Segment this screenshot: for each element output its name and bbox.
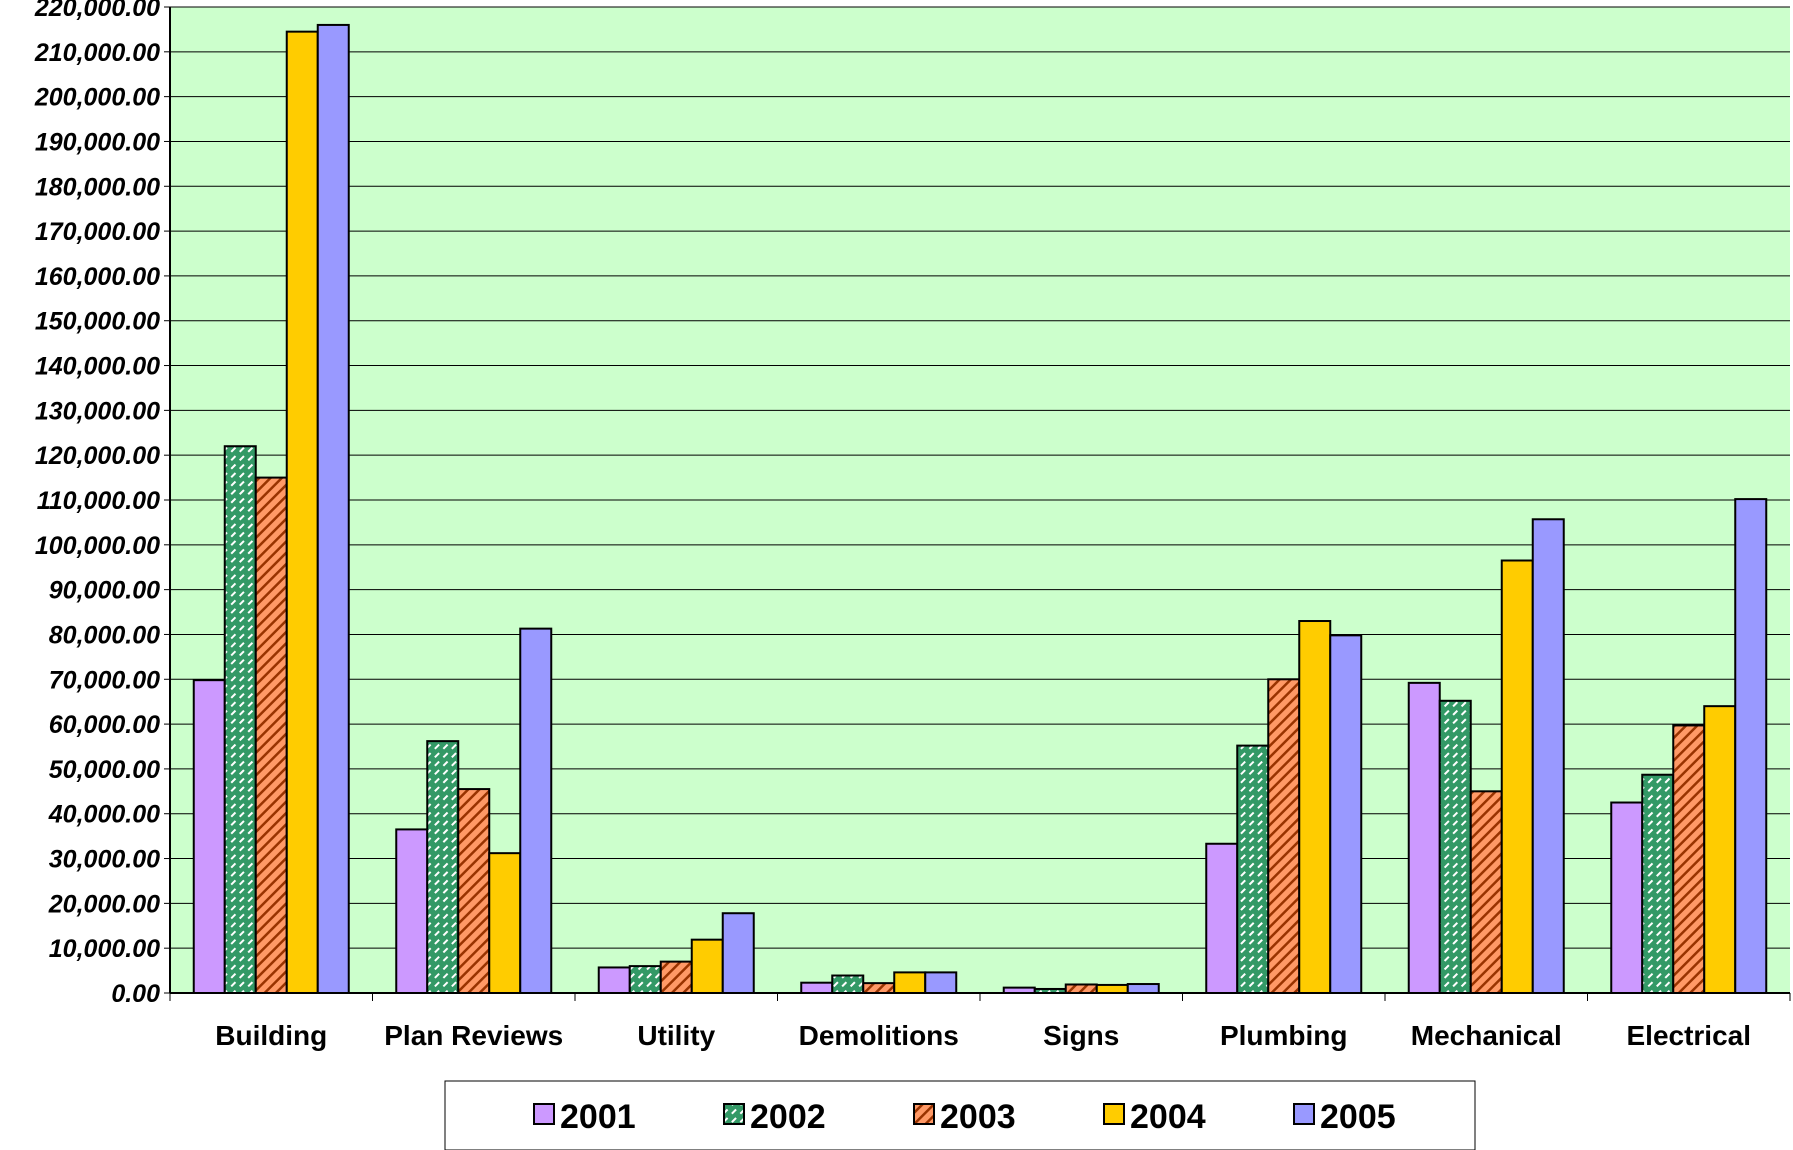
x-tick-label: Plumbing <box>1220 1020 1348 1051</box>
y-tick-label: 90,000.00 <box>49 577 160 605</box>
y-tick-label: 50,000.00 <box>49 756 160 784</box>
y-tick-label: 210,000.00 <box>34 39 160 67</box>
bar-2004-plan-reviews <box>488 852 522 995</box>
y-tick-label: 100,000.00 <box>35 532 160 560</box>
bars <box>192 23 1768 995</box>
legend-label-2001: 2001 <box>560 1098 636 1136</box>
y-tick-label: 70,000.00 <box>49 666 160 694</box>
x-tick-label: Electrical <box>1626 1020 1751 1051</box>
y-tick-label: 120,000.00 <box>35 442 160 470</box>
legend-swatch-2001 <box>533 1103 555 1125</box>
bar-2003-plan-reviews <box>457 788 491 994</box>
y-tick-label: 140,000.00 <box>35 353 160 381</box>
bar-2005-building <box>316 23 350 995</box>
bar-2005-electrical <box>1734 498 1768 994</box>
bar-2002-plan-reviews <box>426 740 460 995</box>
x-axis-tick-labels: Building Plan Reviews Utility Demolitions Si… <box>215 1020 1751 1051</box>
y-tick-label: 200,000.00 <box>34 84 160 112</box>
bar-2001-utility <box>597 966 631 994</box>
bar-2003-electrical <box>1672 724 1706 994</box>
bar-2005-utility <box>721 912 755 994</box>
x-tick-label: Plan Reviews <box>384 1020 563 1051</box>
legend-swatch-2004 <box>1103 1103 1125 1125</box>
bar-2005-signs <box>1126 983 1160 995</box>
x-tick-label: Building <box>215 1020 327 1051</box>
y-tick-label: 20,000.00 <box>48 890 160 918</box>
x-tick-label: Demolitions <box>799 1020 959 1051</box>
y-tick-label: 40,000.00 <box>48 801 160 829</box>
y-axis-tick-labels: 0.00 10,000.00 20,000.00 30,000.00 40,000.00… <box>34 0 160 1008</box>
axes <box>169 7 1790 994</box>
bar-2004-electrical <box>1703 705 1737 994</box>
y-tick-label: 130,000.00 <box>35 397 160 425</box>
bar-2004-utility <box>690 938 724 995</box>
bar-2001-demolitions <box>800 981 834 995</box>
legend-label-2004: 2004 <box>1130 1098 1206 1136</box>
y-tick-label: 220,000.00 <box>34 0 160 22</box>
bar-2004-signs <box>1095 983 1129 995</box>
bar-2002-utility <box>628 965 662 994</box>
bar-2004-mechanical <box>1500 559 1534 994</box>
y-tick-label: 30,000.00 <box>49 846 160 874</box>
bar-2003-building <box>254 476 288 995</box>
y-tick-label: 150,000.00 <box>35 308 160 336</box>
y-tick-label: 170,000.00 <box>35 218 160 246</box>
y-tick-label: 110,000.00 <box>37 487 160 515</box>
x-tick-label: Mechanical <box>1411 1020 1562 1051</box>
legend-swatch-2002 <box>723 1103 745 1125</box>
x-tick-label: Utility <box>637 1020 715 1051</box>
bar-2004-building <box>285 30 319 994</box>
bar-2005-plan-reviews <box>519 627 553 994</box>
bar-2003-mechanical <box>1469 790 1503 994</box>
bar-2002-mechanical <box>1438 699 1472 994</box>
y-tick-label: 80,000.00 <box>49 621 160 649</box>
legend-label-2003: 2003 <box>940 1098 1016 1136</box>
bar-2004-demolitions <box>893 971 927 994</box>
bar-2001-building <box>192 679 226 994</box>
legend-swatch-2005 <box>1293 1103 1315 1125</box>
y-tick-label: 0.00 <box>111 980 160 1008</box>
bar-2001-plumbing <box>1205 842 1239 994</box>
y-tick-label: 180,000.00 <box>35 173 160 201</box>
bar-2005-plumbing <box>1329 634 1363 994</box>
bar-2001-plan-reviews <box>395 828 429 994</box>
bar-2002-plumbing <box>1236 744 1270 994</box>
legend-swatch-2003 <box>913 1103 935 1125</box>
y-tick-label: 190,000.00 <box>35 128 160 156</box>
bar-2002-building <box>223 445 257 994</box>
y-tick-label: 60,000.00 <box>49 711 160 739</box>
legend-label-2005: 2005 <box>1320 1098 1396 1136</box>
bar-2005-demolitions <box>924 971 958 994</box>
bar-2003-demolitions <box>862 982 896 995</box>
bar-2002-demolitions <box>831 974 865 995</box>
bar-2005-mechanical <box>1531 518 1565 994</box>
bar-2003-utility <box>659 960 693 994</box>
bar-2003-plumbing <box>1267 678 1301 994</box>
bar-2001-electrical <box>1610 801 1644 994</box>
bar-2004-plumbing <box>1298 620 1332 994</box>
legend-label-2002: 2002 <box>750 1098 826 1136</box>
bar-2003-signs <box>1064 983 1098 995</box>
bar-2001-mechanical <box>1407 681 1441 994</box>
bar-2002-electrical <box>1641 773 1675 995</box>
y-tick-label: 160,000.00 <box>35 263 160 291</box>
x-tick-label: Signs <box>1043 1020 1119 1051</box>
legend: 2001 2002 2003 2004 2005 <box>444 1080 1476 1150</box>
y-tick-label: 10,000.00 <box>49 935 160 963</box>
